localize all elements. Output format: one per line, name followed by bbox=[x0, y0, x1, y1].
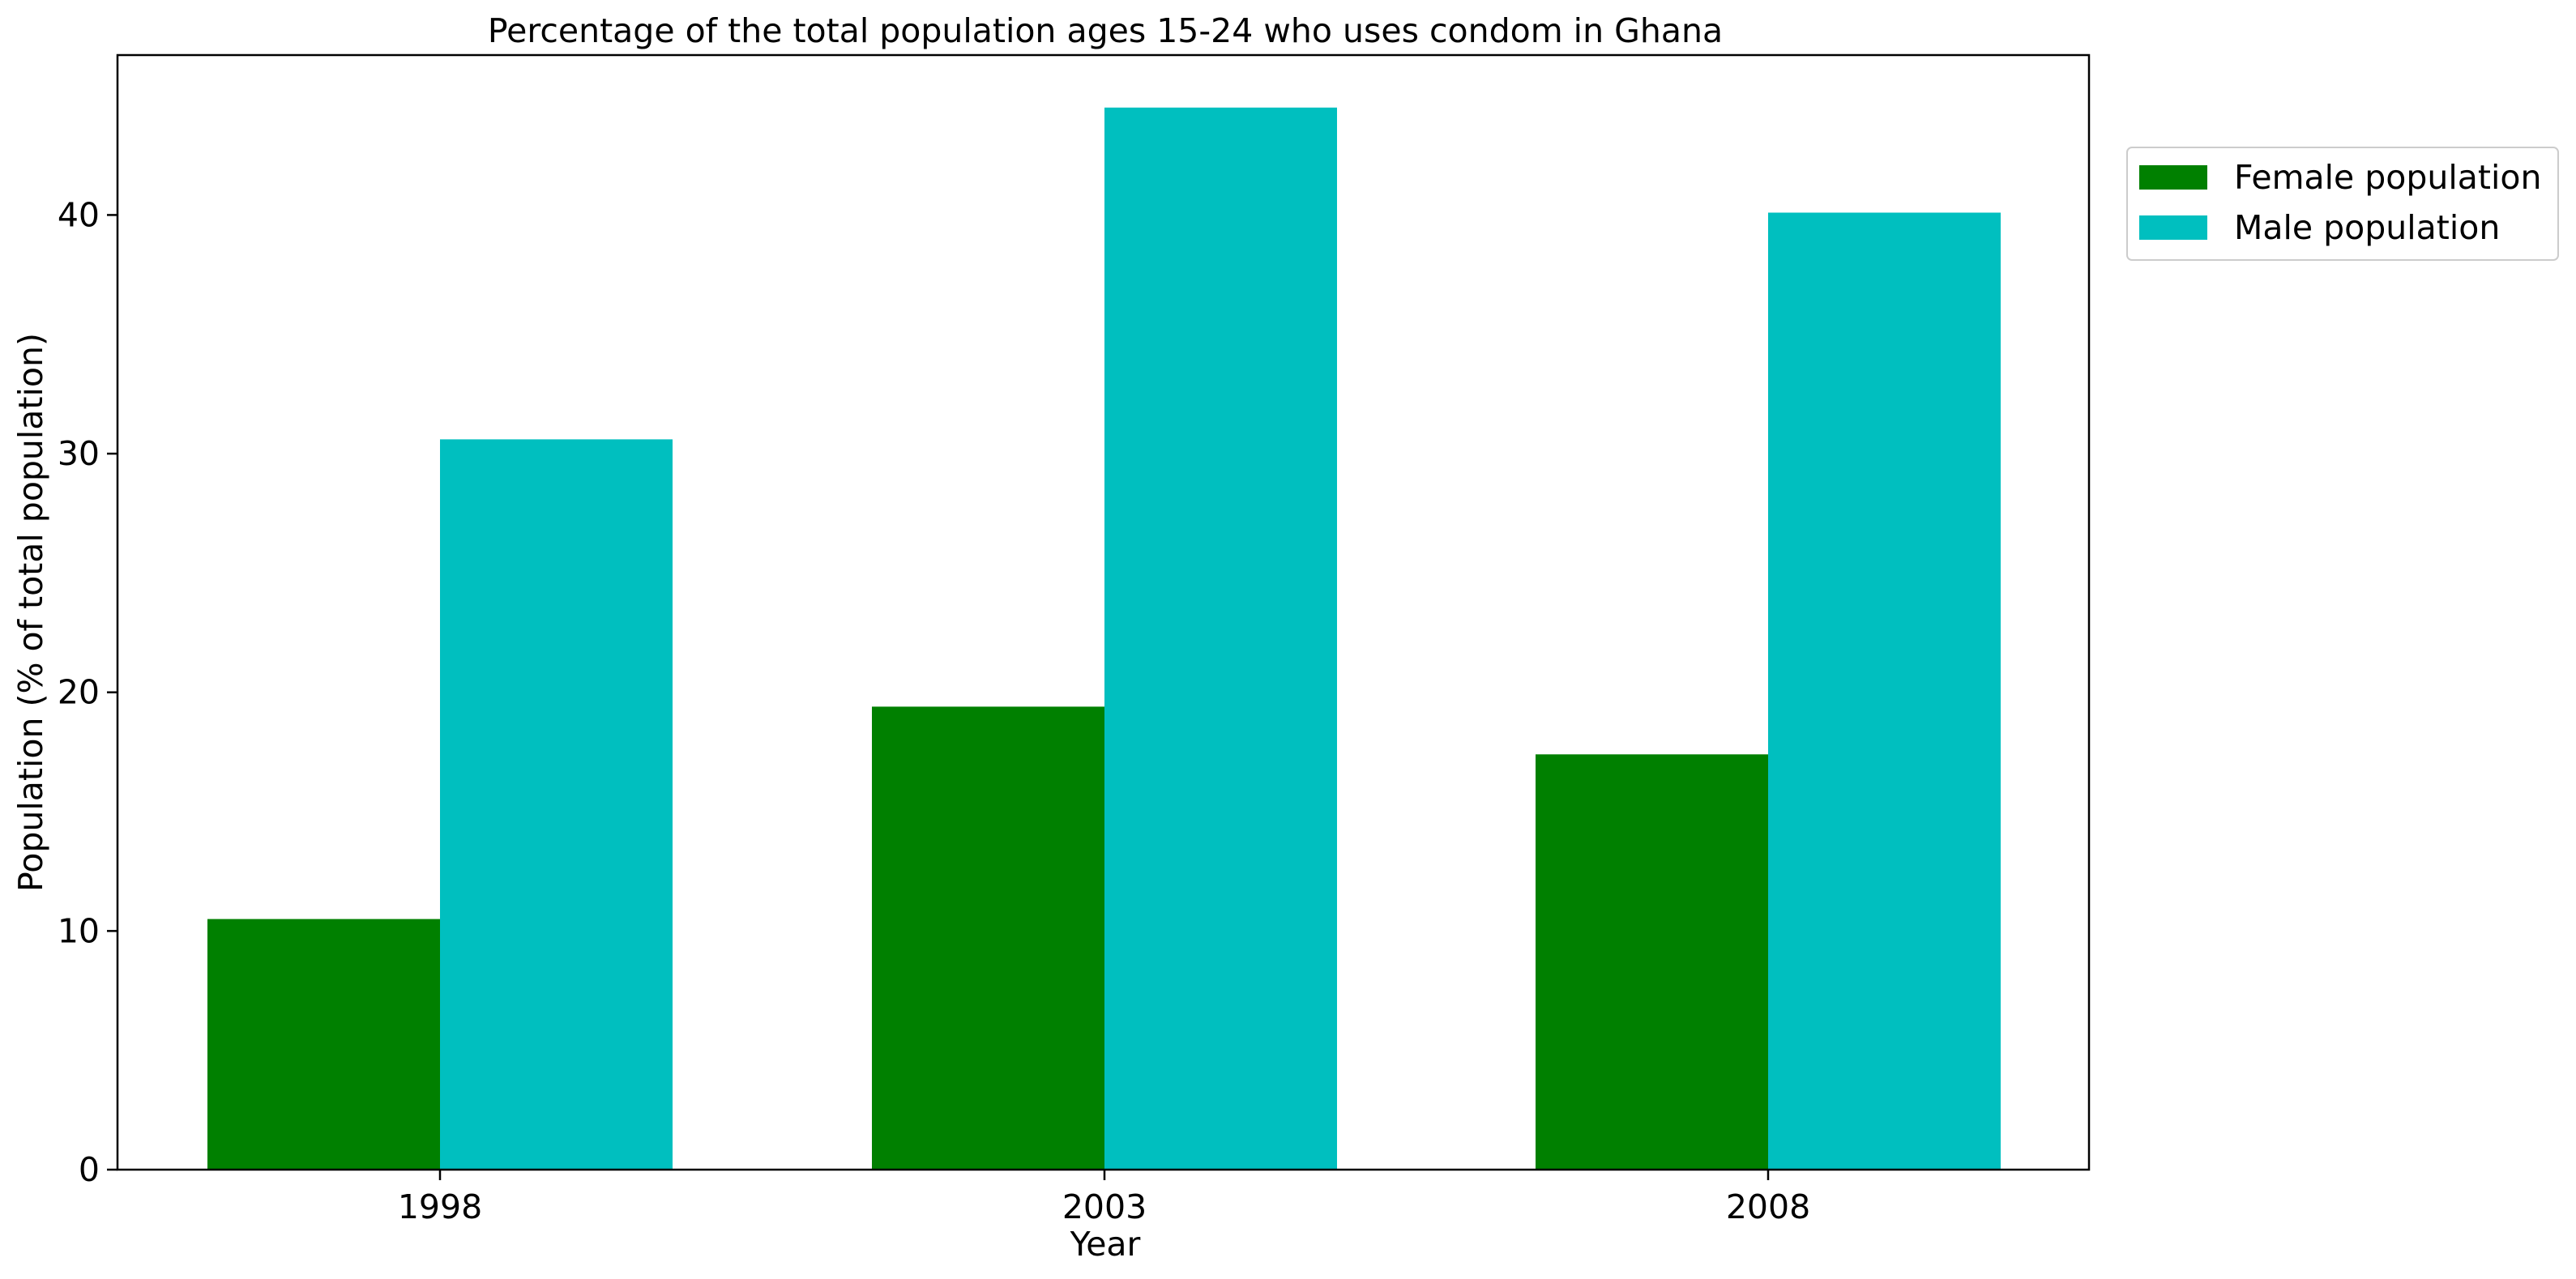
x-tick-label: 1998 bbox=[398, 1187, 482, 1226]
x-tick-label: 2008 bbox=[1726, 1187, 1810, 1226]
legend-swatch-female bbox=[2139, 165, 2207, 190]
plot-frame bbox=[116, 53, 2091, 1171]
y-tick-label: 10 bbox=[58, 911, 100, 950]
bar-male-1998 bbox=[440, 439, 673, 1170]
y-tick-label: 0 bbox=[79, 1150, 100, 1189]
x-tick-label: 2003 bbox=[1062, 1187, 1147, 1226]
x-axis-label: Year bbox=[1070, 1225, 1141, 1264]
legend-frame bbox=[2126, 147, 2559, 261]
legend-swatch-male bbox=[2139, 215, 2207, 240]
x-axis-ticks: 1998 2003 2008 bbox=[398, 1170, 1810, 1226]
bar-male-2008 bbox=[1768, 212, 2001, 1170]
y-axis-ticks: 0 10 20 30 40 bbox=[58, 195, 117, 1189]
legend-label-male: Male population bbox=[2234, 208, 2500, 247]
chart-title: Percentage of the total population ages … bbox=[488, 11, 1723, 50]
bars-group bbox=[207, 107, 2001, 1170]
y-tick-label: 30 bbox=[58, 434, 100, 473]
bar-male-2003 bbox=[1104, 107, 1337, 1170]
bar-female-2008 bbox=[1536, 754, 1768, 1170]
legend-label-female: Female population bbox=[2234, 158, 2541, 197]
bar-female-1998 bbox=[207, 919, 440, 1170]
y-axis-label: Population (% of total population) bbox=[11, 333, 50, 892]
y-tick-label: 20 bbox=[58, 673, 100, 712]
y-tick-label: 40 bbox=[58, 195, 100, 234]
bar-female-2003 bbox=[872, 706, 1104, 1170]
legend: Female population Male population bbox=[2126, 147, 2559, 261]
